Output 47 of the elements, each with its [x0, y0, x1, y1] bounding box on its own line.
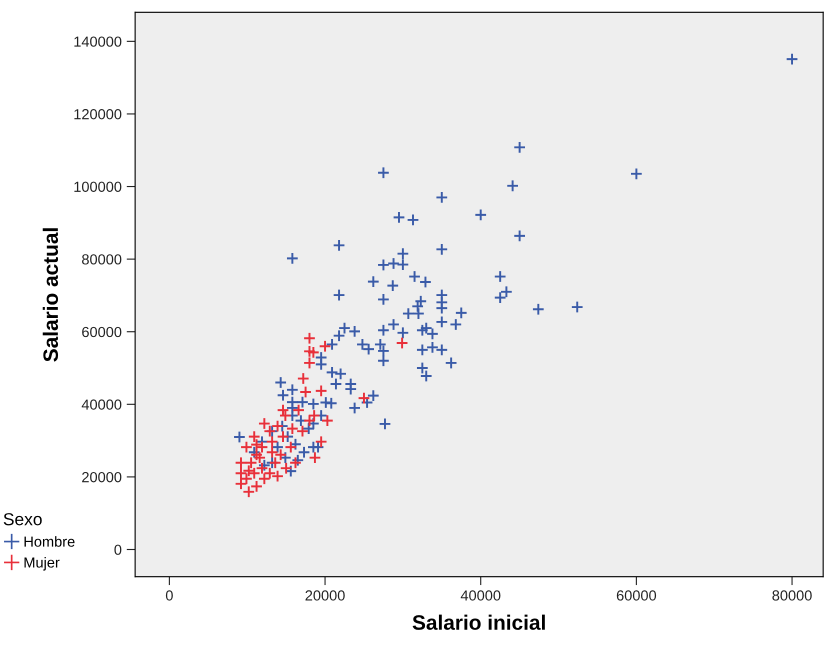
- point: [250, 438, 263, 451]
- point: [286, 422, 299, 435]
- point: [299, 386, 312, 398]
- point: [321, 414, 334, 427]
- y-tick-label: 120000: [74, 109, 122, 120]
- point: [358, 392, 370, 404]
- point: [240, 440, 253, 454]
- point: [296, 424, 309, 438]
- x-tick-label: 80000: [772, 590, 812, 601]
- point: [292, 404, 305, 416]
- y-tick-label: 40000: [82, 399, 122, 410]
- y-tick-label: 0: [114, 544, 122, 555]
- point: [258, 417, 271, 430]
- point: [303, 344, 316, 358]
- point: [303, 332, 316, 345]
- x-tick-label: 20000: [306, 590, 345, 601]
- point: [296, 372, 310, 385]
- point: [289, 456, 302, 470]
- y-tick-label: 140000: [74, 36, 122, 47]
- x-tick-label: 40000: [460, 590, 500, 601]
- point: [284, 440, 298, 454]
- point: [318, 340, 332, 353]
- point: [248, 430, 261, 443]
- point: [314, 435, 328, 448]
- point: [276, 430, 290, 443]
- point: [314, 384, 328, 398]
- point: [307, 346, 320, 359]
- y-tick-label: 80000: [82, 254, 122, 265]
- point: [396, 336, 408, 350]
- legend-title: Sexo: [4, 513, 42, 526]
- x-tick-label: 0: [166, 590, 173, 601]
- x-tick-label: 60000: [616, 590, 656, 601]
- x-axis-title: Salario inicial: [412, 614, 545, 630]
- y-tick-label: 100000: [74, 182, 122, 192]
- y-tick-label: 60000: [82, 326, 122, 338]
- point: [266, 446, 278, 459]
- point: [308, 451, 322, 464]
- legend-label: Mujer: [24, 556, 60, 571]
- point: [276, 404, 290, 416]
- point: [303, 356, 316, 370]
- point: [271, 470, 284, 483]
- y-tick-label: 20000: [82, 472, 122, 482]
- y-axis-title: Salario actual: [42, 228, 58, 362]
- point: [234, 456, 248, 470]
- point: [280, 462, 292, 475]
- point: [266, 435, 278, 448]
- legend-label: Hombre: [24, 536, 75, 547]
